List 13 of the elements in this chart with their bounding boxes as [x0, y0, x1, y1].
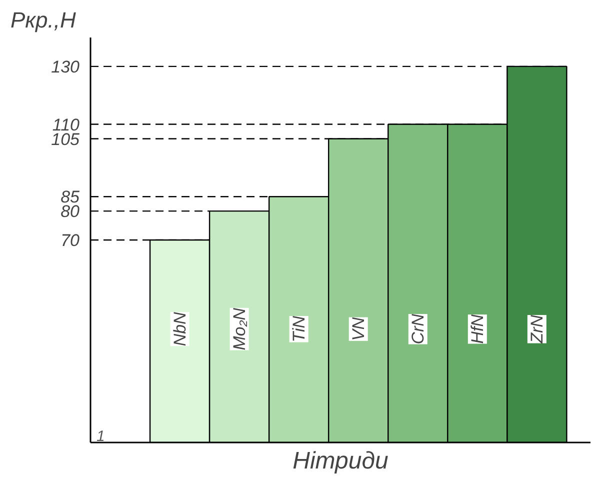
x-tick-label: NbN — [170, 311, 190, 346]
y-tick-label: 130 — [51, 57, 80, 76]
x-tick-label: TiN — [289, 315, 308, 342]
y-tick-label: 80 — [60, 202, 80, 222]
y-axis-title: Pкр.,H — [10, 8, 76, 32]
x-tick-label: VN — [348, 316, 368, 341]
x-tick-label: CrN — [408, 313, 428, 344]
x-tick-label: Mo₂N — [230, 307, 249, 350]
y-tick-label: 70 — [60, 231, 80, 250]
text: 1 — [96, 428, 105, 446]
x-tick-label: ZrN — [527, 314, 546, 344]
x-axis-title: Нітриди — [292, 448, 388, 474]
x-tick-label: HfN — [468, 314, 487, 344]
